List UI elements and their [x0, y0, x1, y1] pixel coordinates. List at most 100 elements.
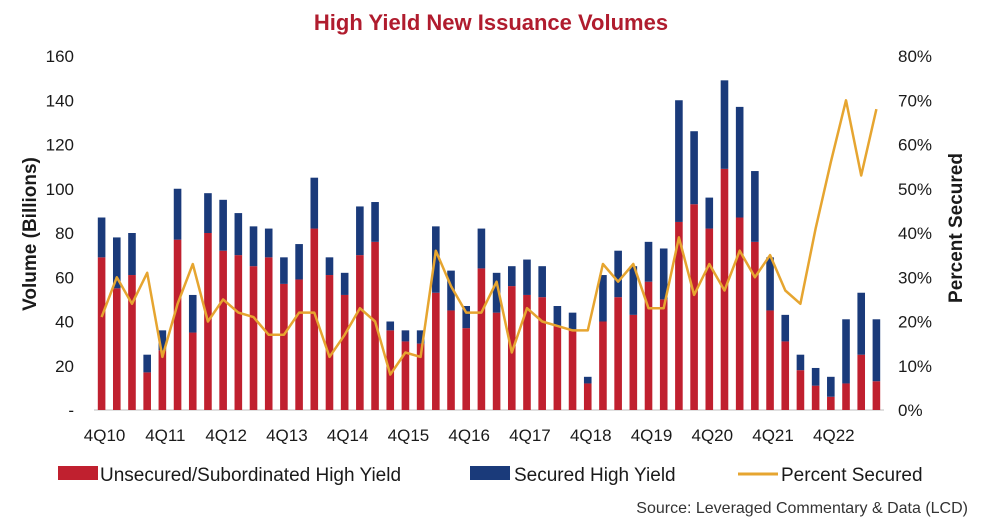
- percent-secured-line: [100, 99, 878, 376]
- bar-unsecured: [447, 310, 455, 410]
- bar-unsecured: [781, 341, 790, 410]
- y2-tick-label: 10%: [898, 357, 932, 376]
- y-tick-label: 40: [55, 313, 74, 332]
- bar-secured: [507, 266, 516, 287]
- bar-unsecured: [553, 325, 562, 410]
- legend: Unsecured/Subordinated High Yield Secure…: [58, 465, 923, 486]
- source-note: Source: Leveraged Commentary & Data (LCD…: [636, 500, 968, 517]
- bar-unsecured: [857, 354, 866, 410]
- bar-unsecured: [523, 294, 531, 410]
- bar-secured: [356, 206, 364, 256]
- legend-swatch-secured: [470, 466, 510, 480]
- bar-unsecured: [128, 275, 136, 410]
- bar-unsecured: [97, 257, 106, 410]
- legend-label-percent: Percent Secured: [781, 465, 923, 486]
- chart-title: High Yield New Issuance Volumes: [314, 10, 668, 35]
- bar-secured: [796, 354, 805, 371]
- y2-tick-label: 80%: [898, 47, 932, 66]
- percent-secured-line-layer: [100, 99, 878, 376]
- bar-secured: [173, 188, 182, 240]
- bar-secured: [158, 330, 167, 351]
- y2-tick-label: 30%: [898, 268, 932, 287]
- bar-unsecured: [158, 350, 167, 410]
- y-tick-label: -: [68, 401, 74, 420]
- bar-secured: [720, 80, 729, 169]
- bar-unsecured: [492, 312, 501, 410]
- bar-unsecured: [629, 314, 638, 410]
- x-tick-label: 4Q17: [509, 426, 551, 445]
- x-tick-label: 4Q20: [691, 426, 733, 445]
- bar-secured: [538, 266, 546, 298]
- x-tick-label: 4Q22: [813, 426, 855, 445]
- bar-unsecured: [477, 268, 486, 410]
- bar-unsecured: [735, 217, 744, 410]
- bar-secured: [872, 319, 881, 382]
- y-tick-label: 80: [55, 224, 74, 243]
- bar-secured: [219, 199, 227, 251]
- bar-unsecured: [538, 297, 546, 410]
- bar-secured: [811, 367, 820, 386]
- x-tick-label: 4Q13: [266, 426, 308, 445]
- bar-unsecured: [188, 332, 197, 410]
- bar-secured: [842, 319, 850, 384]
- y2-tick-label: 0%: [898, 401, 923, 420]
- y2-axis-label: Percent Secured: [946, 153, 967, 303]
- bar-secured: [492, 272, 501, 313]
- bar-secured: [340, 272, 349, 295]
- bar-unsecured: [659, 299, 668, 410]
- bar-secured: [432, 226, 440, 293]
- y-tick-label: 120: [46, 136, 74, 155]
- bar-secured: [751, 171, 759, 242]
- bar-unsecured: [583, 383, 592, 410]
- bar-unsecured: [842, 383, 850, 410]
- bar-unsecured: [325, 275, 334, 410]
- y-axis-label: Volume (Billions): [20, 157, 41, 311]
- bar-unsecured: [356, 255, 364, 410]
- bar-unsecured: [234, 255, 243, 410]
- x-axis-ticks: 4Q10 4Q11 4Q12 4Q13 4Q14 4Q15 4Q16 4Q17 4Q18 4Q19…: [84, 426, 855, 445]
- y2-tick-label: 40%: [898, 224, 932, 243]
- bar-secured: [310, 177, 319, 229]
- y-tick-label: 140: [46, 91, 74, 110]
- bar-unsecured: [432, 292, 440, 410]
- y2-tick-label: 50%: [898, 180, 932, 199]
- bar-secured: [249, 226, 258, 267]
- bar-secured: [97, 217, 106, 258]
- bar-unsecured: [675, 221, 683, 410]
- bar-unsecured: [295, 279, 303, 410]
- bar-unsecured: [462, 328, 471, 410]
- y2-tick-label: 70%: [898, 91, 932, 110]
- bar-unsecured: [568, 330, 577, 410]
- x-tick-label: 4Q16: [448, 426, 490, 445]
- bar-unsecured: [416, 343, 425, 410]
- bar-secured: [416, 330, 425, 344]
- legend-label-secured: Secured High Yield: [514, 465, 676, 486]
- bar-secured: [447, 270, 455, 311]
- bar-secured: [659, 248, 668, 300]
- x-tick-label: 4Q18: [570, 426, 612, 445]
- bar-secured: [371, 202, 379, 242]
- bar-secured: [295, 244, 303, 280]
- bar-secured: [857, 292, 866, 355]
- bar-unsecured: [401, 341, 410, 410]
- x-tick-label: 4Q21: [752, 426, 794, 445]
- bar-unsecured: [599, 321, 607, 410]
- y-tick-label: 60: [55, 268, 74, 287]
- bar-secured: [583, 376, 592, 384]
- bar-secured: [629, 266, 638, 315]
- bar-unsecured: [796, 370, 805, 410]
- left-axis-ticks: - 20 40 60 80 100 120 140 160: [46, 47, 74, 420]
- bar-unsecured: [219, 250, 227, 410]
- bar-unsecured: [827, 396, 835, 410]
- bar-unsecured: [371, 241, 379, 410]
- bar-secured: [827, 376, 835, 397]
- bar-unsecured: [872, 381, 881, 410]
- bar-unsecured: [705, 228, 714, 410]
- bar-unsecured: [766, 310, 774, 410]
- bar-secured: [401, 330, 410, 342]
- bar-secured: [735, 106, 744, 218]
- bar-secured: [325, 257, 334, 276]
- bar-secured: [477, 228, 486, 269]
- bar-unsecured: [690, 204, 698, 410]
- x-tick-label: 4Q15: [388, 426, 430, 445]
